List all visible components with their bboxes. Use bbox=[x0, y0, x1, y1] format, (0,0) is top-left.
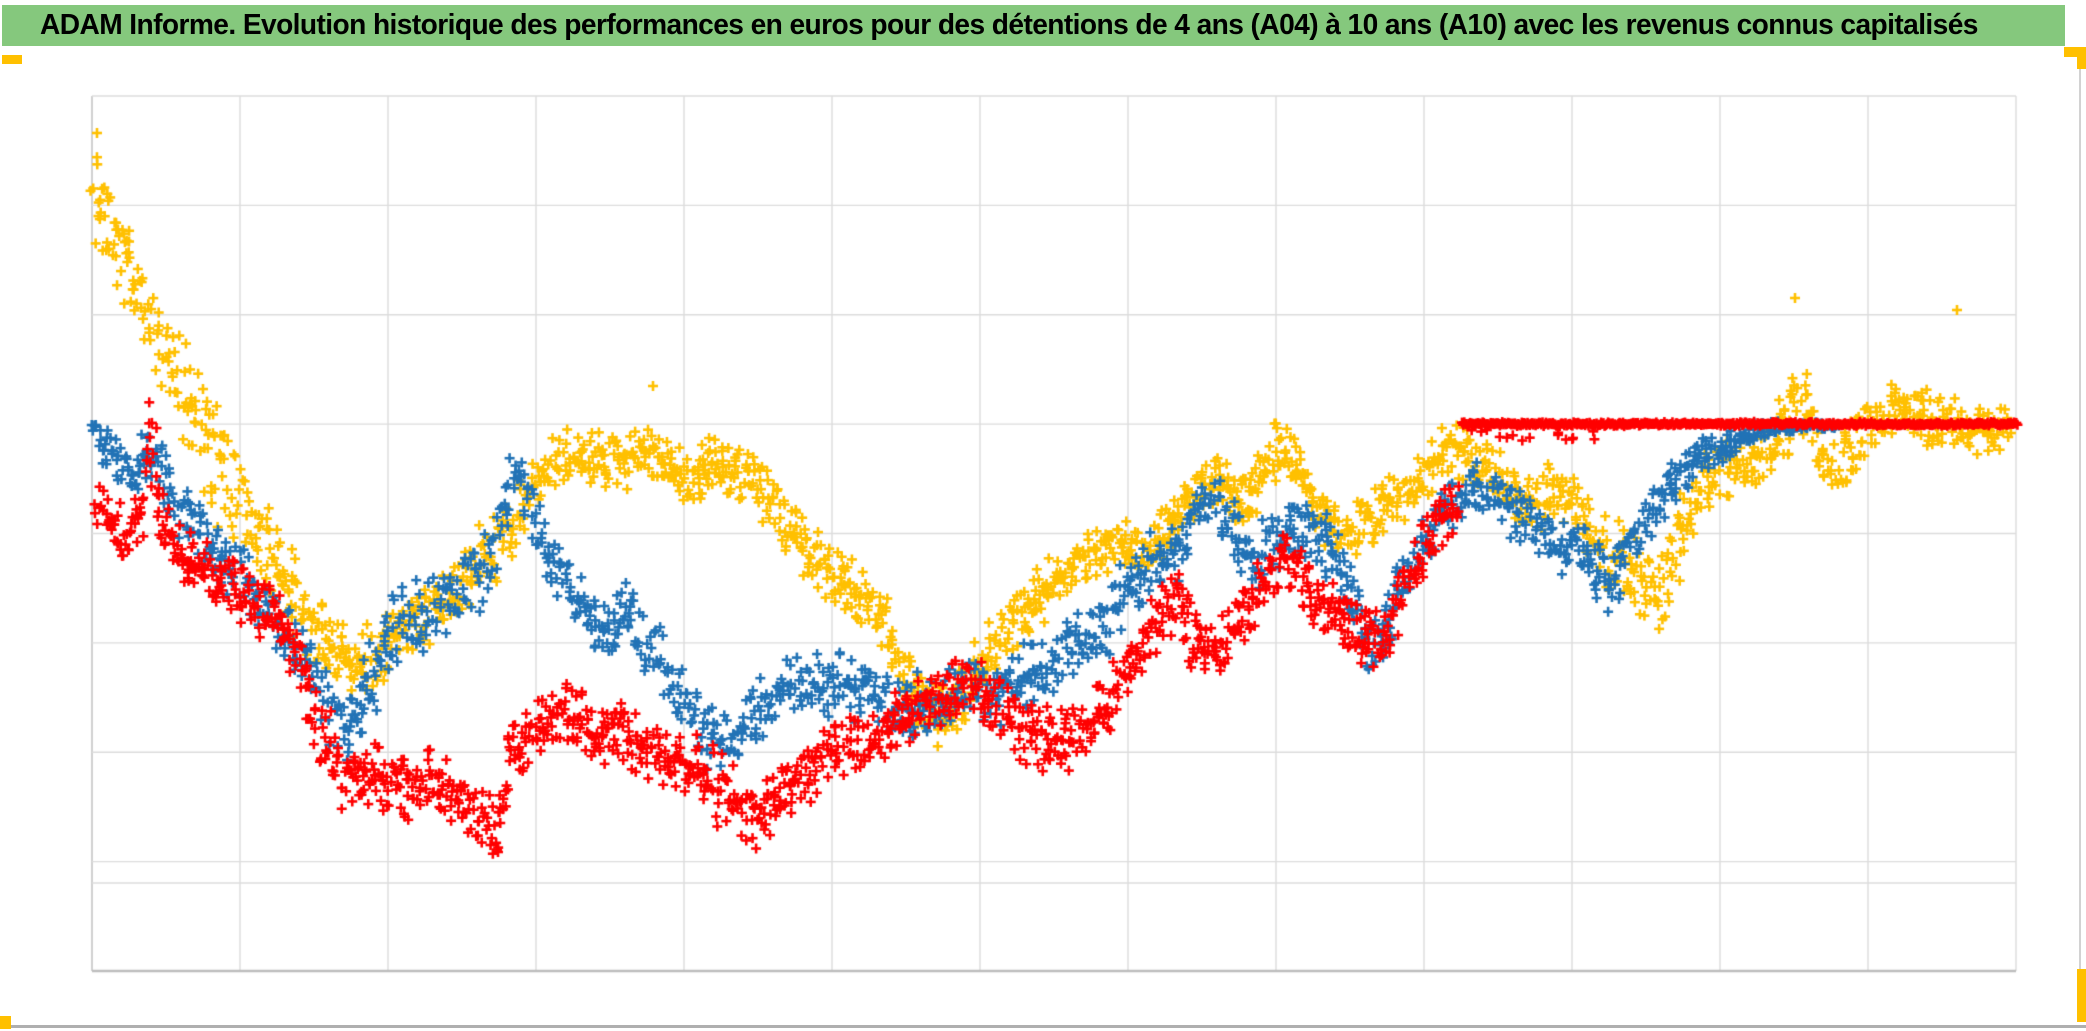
sheet-bottom-divider-line bbox=[0, 1025, 2086, 1028]
chart-title: ADAM Informe. Evolution historique des p… bbox=[40, 9, 1978, 41]
selection-corner-top-right-horizontal bbox=[2064, 47, 2086, 57]
chart-title-bar: ADAM Informe. Evolution historique des p… bbox=[2, 5, 2065, 46]
selection-handle-bottom-left bbox=[0, 1016, 11, 1029]
selection-corner-top-right-vertical bbox=[2077, 47, 2086, 69]
selection-border-bottom-right bbox=[2077, 969, 2086, 1022]
sheet-right-divider-line bbox=[2079, 69, 2081, 971]
selection-handle-top-left bbox=[2, 55, 22, 64]
